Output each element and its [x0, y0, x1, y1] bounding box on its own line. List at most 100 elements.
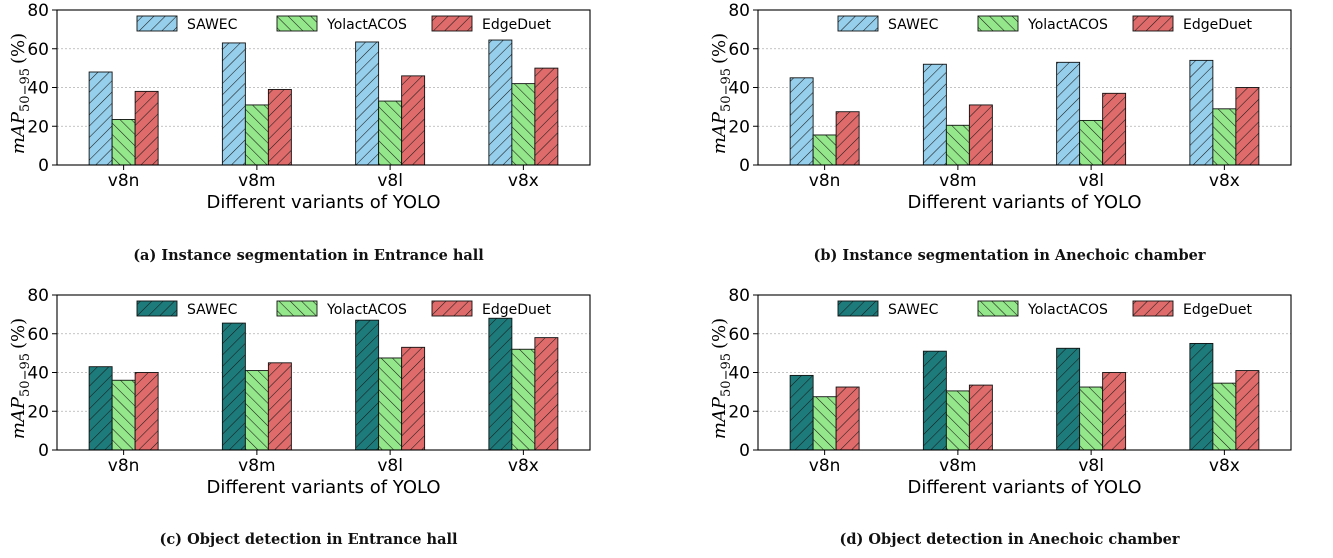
bar: [968, 104, 993, 166]
bar-hatch: [511, 349, 535, 450]
y-tick-label: 80: [27, 286, 49, 306]
bar-hatch: [923, 351, 947, 450]
bar: [488, 317, 513, 451]
legend-label: YolactACOS: [1027, 17, 1108, 33]
x-tick-label: v8x: [1209, 171, 1240, 191]
bar-hatch: [355, 41, 379, 165]
bar: [111, 119, 136, 166]
chart-panel: 0 20 40 60 80 v8n v8m v8l v8x Different variants …: [709, 1, 1292, 264]
x-tick-label: v8x: [1209, 456, 1240, 476]
y-axis-label-subscript: 50−95: [719, 353, 734, 397]
legend-swatch-outline: [136, 300, 178, 317]
legend-label: EdgeDuet: [482, 17, 551, 33]
y-tick-label: 60: [728, 325, 750, 345]
legend-item: YolactACOS: [977, 15, 1108, 33]
panel-caption: (c) Object detection in Entrance hall: [159, 531, 458, 548]
bar-hatch: [1235, 370, 1259, 450]
bar: [244, 104, 269, 166]
y-tick-label: 80: [728, 1, 750, 21]
bar: [968, 384, 993, 451]
bar: [789, 77, 814, 166]
x-tick-label: v8l: [1078, 171, 1104, 191]
bar: [922, 63, 947, 166]
y-tick-label: 20: [728, 117, 750, 137]
bar: [945, 124, 970, 166]
bar: [534, 67, 559, 166]
y-tick-label: 80: [27, 1, 49, 21]
legend-label: YolactACOS: [326, 302, 407, 318]
bar: [1189, 59, 1214, 166]
y-axis-label-unit: (%): [8, 33, 29, 64]
legend-swatch-outline: [276, 15, 318, 32]
bar-hatch: [488, 40, 512, 165]
bar-hatch: [1079, 387, 1103, 450]
bar: [134, 90, 159, 166]
bar: [134, 372, 159, 451]
legend-item: EdgeDuet: [431, 15, 551, 33]
x-axis-label: Different variants of YOLO: [206, 477, 440, 498]
y-axis-label: mAP50−95 (%): [8, 33, 33, 154]
y-tick-label: 40: [728, 364, 750, 384]
bar: [1102, 92, 1127, 166]
y-axis-label: mAP50−95 (%): [709, 318, 734, 439]
legend-swatch-hatch: [277, 301, 317, 316]
legend-item: YolactACOS: [276, 300, 407, 318]
x-tick-label: v8l: [377, 171, 403, 191]
bar-hatch: [1079, 120, 1103, 165]
bar-hatch: [135, 372, 159, 450]
bar: [488, 39, 513, 166]
x-tick-label: v8m: [939, 171, 976, 191]
bar: [1235, 87, 1260, 166]
panel-caption: (d) Object detection in Anechoic chamber: [840, 531, 1180, 548]
bar: [812, 396, 837, 451]
bar-hatch: [1102, 372, 1126, 450]
x-tick-label: v8x: [508, 171, 539, 191]
bar-hatch: [1056, 62, 1080, 165]
bar-hatch: [1235, 87, 1259, 165]
bar-hatch: [401, 347, 425, 450]
bar-hatch: [268, 89, 292, 165]
y-axis-label-main: mAP: [709, 396, 730, 439]
bar: [1056, 347, 1081, 451]
y-tick-label: 40: [27, 364, 49, 384]
bar-hatch: [488, 318, 512, 450]
bar-hatch: [836, 111, 860, 165]
bar-hatch: [790, 77, 814, 165]
bar: [1189, 342, 1214, 451]
bar: [244, 370, 269, 451]
legend-item: YolactACOS: [276, 15, 407, 33]
x-tick-label: v8m: [238, 456, 275, 476]
legend-label: YolactACOS: [326, 17, 407, 33]
legend-label: EdgeDuet: [1183, 302, 1252, 318]
y-tick-label: 0: [739, 441, 750, 461]
x-axis-label: Different variants of YOLO: [907, 192, 1141, 213]
bar: [835, 386, 860, 451]
bar-hatch: [401, 75, 425, 165]
bar: [812, 134, 837, 166]
bar: [1079, 386, 1104, 451]
bar-hatch: [135, 91, 159, 165]
legend-swatch-hatch: [432, 301, 472, 316]
bar: [111, 379, 136, 451]
chart-panel: 0 20 40 60 80 v8n v8m v8l v8x Different variants …: [8, 1, 591, 264]
legend-item: SAWEC: [837, 300, 939, 318]
legend-swatch-hatch: [277, 16, 317, 31]
y-tick-label: 60: [728, 40, 750, 60]
bar: [534, 337, 559, 451]
y-axis-label: mAP50−95 (%): [709, 33, 734, 154]
y-axis-label-unit: (%): [709, 33, 730, 64]
bar: [378, 100, 403, 166]
bar-hatch: [245, 370, 269, 450]
y-tick-label: 40: [728, 79, 750, 99]
panel-caption: (a) Instance segmentation in Entrance ha…: [133, 247, 484, 264]
legend-swatch-hatch: [838, 301, 878, 316]
y-tick-label: 60: [27, 40, 49, 60]
bar: [88, 366, 113, 451]
bar-hatch: [534, 337, 558, 450]
bar-hatch: [89, 366, 113, 450]
bar-hatch: [836, 387, 860, 450]
y-axis-label-subscript: 50−95: [719, 68, 734, 112]
bar-hatch: [1212, 108, 1236, 165]
legend-item: EdgeDuet: [1132, 15, 1252, 33]
bar-hatch: [1189, 60, 1213, 165]
